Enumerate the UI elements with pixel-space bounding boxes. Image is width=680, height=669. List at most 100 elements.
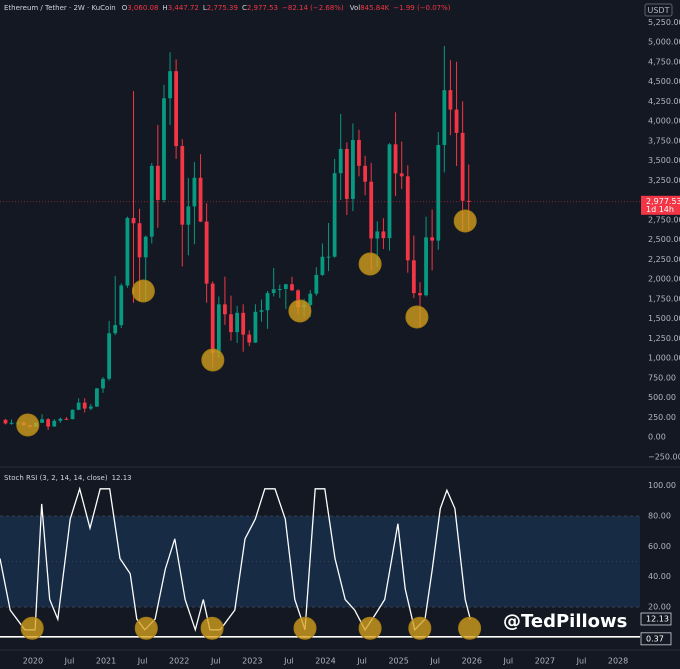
highlight-circle bbox=[358, 252, 382, 276]
y-tick-label: 4,750.00 bbox=[648, 57, 680, 66]
candle-body bbox=[204, 221, 209, 284]
candle-body bbox=[9, 422, 14, 424]
ohlc-prefix: L bbox=[203, 4, 207, 12]
change: −82.14 (−2.68%) bbox=[282, 4, 344, 12]
y-tick-label: 500.00 bbox=[648, 393, 676, 402]
y-tick-label: −250.00 bbox=[648, 452, 680, 461]
currency-box bbox=[644, 3, 673, 17]
candle-body bbox=[155, 165, 160, 200]
highlight-circle bbox=[20, 616, 44, 640]
candle-body bbox=[369, 181, 374, 239]
y-tick-label: 60.00 bbox=[648, 542, 671, 551]
k-value: 12.13 bbox=[646, 614, 669, 623]
y-tick-label: 750.00 bbox=[648, 373, 676, 382]
candle-body bbox=[466, 200, 471, 202]
candle-body bbox=[229, 314, 233, 333]
candle-body bbox=[393, 144, 398, 174]
x-tick-label: 2025 bbox=[388, 657, 408, 666]
y-tick-label: 2,500.00 bbox=[648, 235, 680, 244]
candle-body bbox=[40, 419, 44, 423]
candle-body bbox=[399, 173, 404, 177]
candle-body bbox=[186, 206, 191, 225]
x-tick-label: 2021 bbox=[96, 657, 116, 666]
candle-body bbox=[125, 217, 130, 286]
y-tick-label: 4,000.00 bbox=[648, 117, 680, 126]
chart-header: Ethereum / Tether · 2W · KuCoin O3,060.08… bbox=[4, 4, 451, 12]
currency: USDT bbox=[648, 6, 670, 15]
candle-body bbox=[405, 176, 410, 261]
candle-body bbox=[430, 237, 435, 241]
y-tick-label: 4,250.00 bbox=[648, 97, 680, 106]
x-tick-label: Jul bbox=[210, 657, 221, 666]
y-tick-label: 40.00 bbox=[648, 572, 671, 581]
candle-body bbox=[241, 312, 246, 335]
candle-body bbox=[320, 256, 325, 275]
candle-body bbox=[314, 274, 319, 294]
x-tick-label: Jul bbox=[429, 657, 440, 666]
candle-body bbox=[283, 284, 288, 289]
highlight-circle bbox=[200, 616, 224, 640]
volume-prefix: Vol bbox=[350, 4, 361, 12]
volume: 845.84K bbox=[360, 4, 389, 12]
x-tick-label: 2027 bbox=[535, 657, 555, 666]
candle-body bbox=[107, 333, 112, 379]
highlight-circle bbox=[405, 305, 429, 329]
ohlc-value: 3,447.72 bbox=[168, 4, 199, 12]
candle-body bbox=[168, 71, 172, 99]
highlight-circle bbox=[16, 413, 40, 437]
candle-body bbox=[76, 402, 81, 410]
y-tick-label: 80.00 bbox=[648, 512, 671, 521]
y-tick-label: 20.00 bbox=[648, 603, 671, 612]
y-tick-label: 1,500.00 bbox=[648, 314, 680, 323]
watermark: @TedPillows bbox=[503, 611, 627, 632]
x-tick-label: Jul bbox=[64, 657, 75, 666]
x-tick-label: 2024 bbox=[315, 657, 335, 666]
candle-body bbox=[381, 231, 386, 239]
volume-change: −1.99 (−0.07%) bbox=[393, 4, 451, 12]
candle-body bbox=[277, 288, 282, 290]
x-tick-label: 2028 bbox=[608, 657, 628, 666]
x-tick-label: 2023 bbox=[242, 657, 262, 666]
candle-body bbox=[180, 146, 185, 225]
highlight-circle bbox=[293, 616, 317, 640]
candle-body bbox=[247, 334, 252, 343]
y-tick-label: 3,750.00 bbox=[648, 136, 680, 145]
ohlc-prefix: C bbox=[242, 4, 247, 12]
candle-body bbox=[70, 409, 75, 420]
stoch-last: 12.13 bbox=[112, 474, 132, 482]
symbol-title: Ethereum / Tether · 2W · KuCoin bbox=[4, 4, 116, 12]
d-value: 0.37 bbox=[646, 634, 664, 643]
candle-body bbox=[332, 173, 337, 257]
candle-body bbox=[442, 90, 447, 145]
countdown: 1d 14h bbox=[646, 205, 674, 214]
candle-body bbox=[271, 289, 276, 294]
candle-body bbox=[143, 236, 148, 258]
candle-body bbox=[88, 406, 93, 409]
candle-body bbox=[296, 290, 300, 308]
candle-body bbox=[344, 148, 349, 199]
candle-body bbox=[235, 312, 240, 333]
highlight-circle bbox=[453, 209, 477, 233]
candle-body bbox=[64, 418, 69, 420]
y-tick-label: 0.00 bbox=[648, 433, 666, 442]
candle-body bbox=[131, 217, 136, 224]
candle-body bbox=[326, 256, 331, 258]
stoch-title: Stoch RSI (3, 2, 14, 14, close) 12.13 bbox=[4, 474, 132, 482]
candle-body bbox=[259, 310, 264, 312]
candle-body bbox=[357, 139, 361, 166]
candle-body bbox=[46, 419, 51, 427]
ohlc-prefix: H bbox=[162, 4, 167, 12]
x-tick-label: Jul bbox=[283, 657, 294, 666]
x-tick-label: 2020 bbox=[23, 657, 43, 666]
candle-body bbox=[411, 260, 416, 294]
candle-body bbox=[82, 402, 87, 409]
candle-body bbox=[137, 223, 142, 258]
candle-body bbox=[198, 177, 203, 222]
y-tick-label: 2,750.00 bbox=[648, 215, 680, 224]
candle-body bbox=[418, 293, 422, 296]
ohlc-value: 3,060.08 bbox=[127, 4, 158, 12]
candle-body bbox=[58, 418, 63, 421]
candle-body bbox=[149, 165, 154, 237]
